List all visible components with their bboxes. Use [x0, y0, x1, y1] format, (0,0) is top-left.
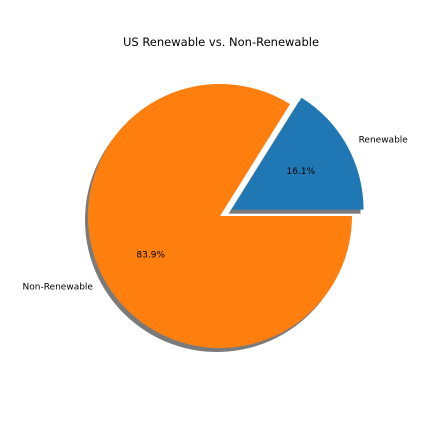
- slice-label-renewable: Renewable: [359, 135, 409, 145]
- chart-title: US Renewable vs. Non-Renewable: [123, 35, 319, 49]
- slice-layer: [88, 84, 364, 349]
- percent-label-non-renewable: 83.9%: [136, 250, 165, 260]
- label-layer: Renewable 16.1% Non-Renewable 83.9%: [23, 135, 409, 292]
- percent-label-renewable: 16.1%: [287, 167, 316, 177]
- pie-slice-renewable: [231, 97, 364, 210]
- pie-slice-non-renewable: [88, 84, 353, 349]
- slice-label-non-renewable: Non-Renewable: [23, 282, 94, 292]
